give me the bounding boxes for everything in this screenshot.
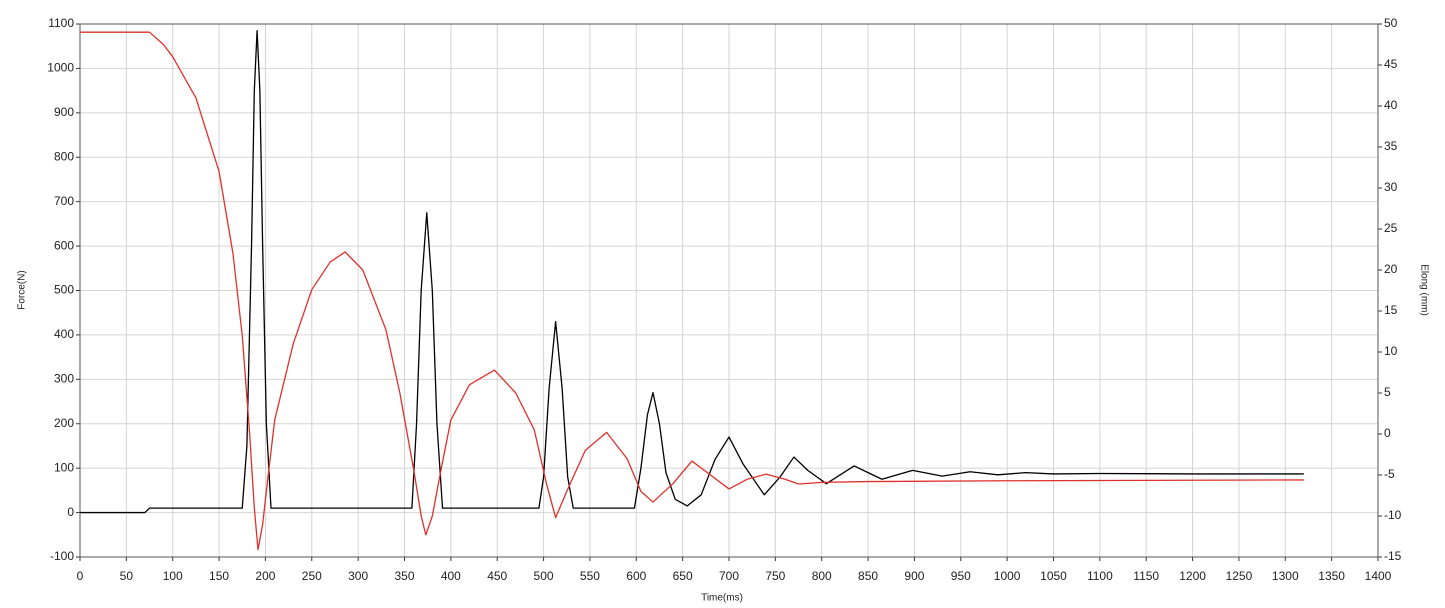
x-tick-label: 350 bbox=[394, 569, 414, 583]
y-axis-label: Force(N) bbox=[17, 270, 28, 309]
x-tick-label: 1000 bbox=[994, 569, 1021, 583]
x-tick-label: 1100 bbox=[1087, 569, 1113, 583]
x-tick-label: 950 bbox=[951, 569, 971, 583]
y-tick-label: 0 bbox=[67, 505, 74, 519]
y-tick-label: 700 bbox=[54, 194, 74, 208]
x-tick-label: 150 bbox=[209, 569, 229, 583]
series-line bbox=[80, 31, 1304, 551]
y2-axis-label: Elong (mm) bbox=[1418, 264, 1429, 316]
x-tick-label: 1350 bbox=[1318, 569, 1345, 583]
y-tick-label: 900 bbox=[54, 105, 74, 119]
y2-tick-label: 40 bbox=[1384, 98, 1398, 112]
y2-tick-label: 5 bbox=[1384, 385, 1391, 399]
x-tick-label: 550 bbox=[580, 569, 600, 583]
x-tick-label: 900 bbox=[904, 569, 924, 583]
y-tick-label: 500 bbox=[54, 283, 74, 297]
x-tick-label: 450 bbox=[487, 569, 507, 583]
y2-tick-label: -10 bbox=[1384, 508, 1402, 522]
y2-tick-label: 35 bbox=[1384, 139, 1398, 153]
y2-tick-label: 50 bbox=[1384, 16, 1398, 30]
y-tick-label: 1000 bbox=[47, 61, 74, 75]
y-tick-label: 400 bbox=[54, 327, 74, 341]
y-tick-label: 1100 bbox=[48, 16, 74, 30]
x-tick-label: 250 bbox=[302, 569, 322, 583]
x-tick-label: 1300 bbox=[1272, 569, 1299, 583]
y2-tick-label: 10 bbox=[1384, 344, 1398, 358]
series-line bbox=[80, 30, 1304, 514]
x-tick-label: 1250 bbox=[1226, 569, 1253, 583]
y-tick-label: -100 bbox=[50, 549, 74, 563]
y-tick-label: 300 bbox=[54, 372, 74, 386]
x-tick-label: 100 bbox=[163, 569, 183, 583]
x-tick-label: 0 bbox=[77, 569, 84, 583]
y2-tick-label: 45 bbox=[1384, 57, 1398, 71]
y2-tick-label: 0 bbox=[1384, 426, 1391, 440]
y2-tick-label: -15 bbox=[1384, 549, 1402, 563]
plot-frame bbox=[79, 23, 1379, 558]
x-tick-label: 400 bbox=[441, 569, 461, 583]
y-tick-label: 600 bbox=[54, 238, 74, 252]
x-tick-label: 700 bbox=[719, 569, 739, 583]
y2-tick-label: 20 bbox=[1384, 262, 1398, 276]
x-tick-label: 600 bbox=[626, 569, 646, 583]
x-tick-label: 1150 bbox=[1133, 569, 1159, 583]
x-tick-label: 850 bbox=[858, 569, 878, 583]
y-tick-label: 200 bbox=[54, 416, 74, 430]
y2-tick-label: 25 bbox=[1384, 221, 1398, 235]
y2-tick-label: -5 bbox=[1384, 467, 1395, 481]
x-tick-label: 1050 bbox=[1040, 569, 1067, 583]
x-axis-label: Time(ms) bbox=[701, 593, 743, 604]
y-tick-label: 800 bbox=[54, 149, 74, 163]
x-tick-label: 50 bbox=[120, 569, 134, 583]
x-tick-label: 300 bbox=[348, 569, 368, 583]
x-tick-label: 1400 bbox=[1365, 569, 1392, 583]
x-tick-label: 1200 bbox=[1179, 569, 1206, 583]
x-tick-label: 750 bbox=[765, 569, 785, 583]
y2-tick-label: 30 bbox=[1384, 180, 1398, 194]
y-tick-label: 100 bbox=[54, 460, 74, 474]
x-tick-label: 500 bbox=[534, 569, 554, 583]
x-tick-label: 200 bbox=[255, 569, 275, 583]
x-tick-label: 800 bbox=[812, 569, 832, 583]
x-tick-label: 650 bbox=[673, 569, 693, 583]
y2-tick-label: 15 bbox=[1384, 303, 1398, 317]
